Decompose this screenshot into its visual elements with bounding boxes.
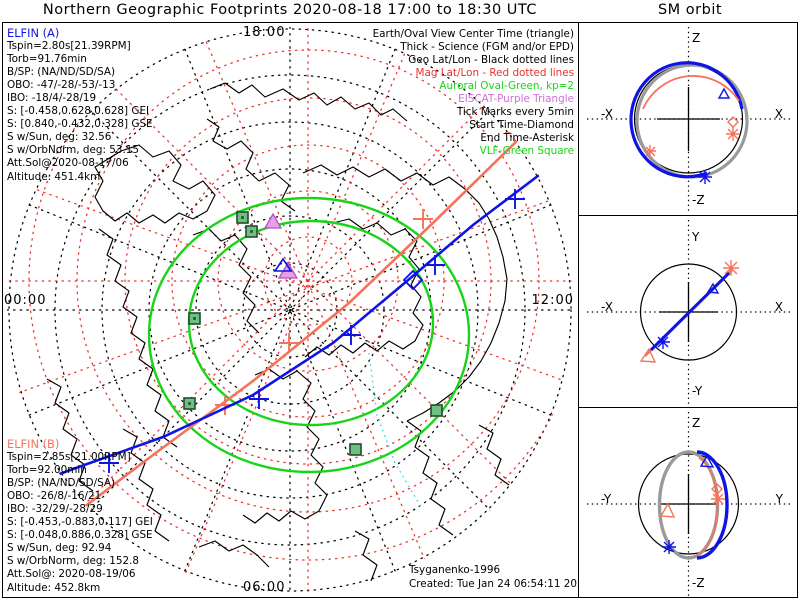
orbit-xz-label-top: Z	[692, 31, 701, 45]
orbit-panel-yz: Z -Z -Y Y	[579, 407, 797, 597]
orbit-xz-graphic	[587, 27, 790, 211]
orbit-xz-marker-blue	[698, 87, 731, 184]
clock-label-right: 12:00	[531, 293, 574, 308]
sm-orbit-panel: Z -Z -X X	[579, 22, 798, 598]
elfin-b-info-block: ELFIN (B) Tspin=2.85s[21.00RPM] Torb=92.…	[7, 437, 153, 595]
elfin-b-line-3: OBO: -26/8/-16/21	[7, 490, 102, 503]
elfin-b-line-10: Altitude: 452.8km	[7, 581, 101, 594]
elfin-a-info-block: ELFIN (A) Tspin=2.80s[21.39RPM] Torb=91.…	[7, 26, 153, 184]
elfin-a-line-5: S: [-0.458,0.628,0.628] GEI	[7, 105, 150, 118]
legend-item-3: Mag Lat/Lon - Red dotted lines	[415, 67, 574, 80]
elfin-b-label: ELFIN (B)	[7, 437, 60, 451]
elfin-a-line-4: IBO: -18/4/-28/19	[7, 92, 97, 105]
coastlines	[46, 82, 510, 582]
map-legend: Earth/Oval View Center Time (triangle) T…	[373, 28, 574, 158]
elfin-a-line-8: S w/OrbNorm, deg: 53.15	[7, 144, 140, 157]
elfin-a-line-0: Tspin=2.80s[21.39RPM]	[7, 40, 131, 53]
clock-label-bottom: 06:00	[243, 580, 286, 595]
orbit-yz-marker-blue	[662, 454, 715, 554]
elfin-a-label: ELFIN (A)	[7, 26, 60, 40]
orbit-xy-label-top: Y	[692, 230, 700, 244]
elfin-b-line-4: IBO: -32/29/-28/29	[7, 503, 103, 516]
elfin-a-line-2: B/SP: (NA/ND/SD/SA)	[7, 66, 116, 79]
polar-map-panel: 18:00 12:00 06:00 00:00 ELFIN (A) Tspin=…	[2, 22, 579, 598]
orbit-panel-xy: Y -Y -X X	[579, 215, 797, 407]
legend-item-5: EISCAT-Purple Triangle	[458, 93, 574, 106]
legend-item-8: End Time-Asterisk	[480, 132, 574, 145]
legend-item-2: Geo Lat/Lon - Black dotted lines	[408, 54, 574, 67]
orbit-xy-label-right: X	[774, 300, 783, 314]
orbit-xz-label-left: -X	[601, 107, 613, 121]
elfin-b-line-1: Torb=92.00min	[7, 464, 87, 477]
elfin-a-line-1: Torb=91.76min	[7, 53, 87, 66]
elfin-b-line-5: S: [-0.453,-0.883,0.117] GEI	[7, 516, 153, 529]
legend-item-4: Auroral Oval-Green, kp=2	[439, 80, 574, 93]
legend-item-6: Tick Marks every 5min	[456, 106, 574, 119]
orbit-xy-marker-red	[639, 260, 739, 363]
elfin-a-line-7: S w/Sun, deg: 32.56	[7, 131, 112, 144]
map-title: Northern Geographic Footprints 2020-08-1…	[42, 2, 538, 18]
legend-item-0: Earth/Oval View Center Time (triangle)	[372, 28, 574, 40]
elfin-b-line-8: S w/OrbNorm, deg: 152.8	[7, 555, 140, 568]
geo-meridians	[7, 27, 573, 593]
orbit-xz-label-right: X	[774, 107, 783, 121]
orbit-yz-marker-red	[659, 483, 725, 518]
elfin-a-line-10: Altitude: 451.4km	[7, 170, 101, 183]
elfin-a-line-9: Att.Sol@2020-08-17/06	[7, 157, 129, 170]
orbit-panel-xz: Z -Z -X X	[579, 23, 797, 215]
orbit-xy-label-left: -X	[601, 300, 613, 314]
orbit-yz-label-bottom: -Z	[692, 576, 705, 590]
mag-meridians	[7, 27, 573, 593]
elfin-b-line-9: Att.Sol@: 2020-08-19/06	[7, 568, 136, 581]
elfin-b-line-2: B/SP: (NA/ND/SD/SA)	[7, 477, 116, 490]
orbit-yz-label-left: -Y	[601, 492, 612, 506]
elfin-a-start-diamond	[402, 269, 424, 291]
elfin-a-line-6: S: [0.840,-0.432,0.328] GSE	[7, 118, 153, 131]
elfin-a-line-3: OBO: -47/-28/-53/-13	[7, 79, 116, 92]
orbit-xy-marker-blue	[657, 282, 720, 349]
view-center-triangle	[273, 257, 293, 272]
elfin-b-line-6: S: [-0.048,0.886,0.328] GSE	[7, 529, 153, 542]
elfin-b-line-7: S w/Sun, deg: 92.94	[7, 542, 112, 555]
orbit-panel-title: SM orbit	[657, 2, 723, 18]
model-credit: Tsyganenko-1996	[409, 563, 501, 576]
terminator-line	[368, 352, 422, 508]
orbit-yz-graphic	[587, 412, 790, 596]
orbit-xz-marker-red	[644, 116, 740, 157]
legend-item-7: Start Time-Diamond	[469, 119, 574, 132]
orbit-yz-label-top: Z	[692, 416, 701, 430]
creation-timestamp: Created: Tue Jan 24 06:54:11 2023	[409, 577, 579, 590]
legend-item-9: VLF-Green Square	[479, 145, 574, 158]
orbit-xy-label-bottom: -Y	[692, 384, 703, 398]
clock-label-top: 18:00	[243, 25, 286, 40]
polar-map-graphic	[7, 27, 573, 593]
clock-label-left: 00:00	[4, 293, 47, 308]
orbit-xy-graphic	[587, 220, 790, 404]
orbit-xz-label-bottom: -Z	[692, 193, 705, 207]
elfin-b-line-0: Tspin=2.85s[21.00RPM]	[7, 451, 131, 464]
orbit-yz-label-right: Y	[775, 492, 783, 506]
legend-item-1: Thick - Science (FGM and/or EPD)	[400, 41, 574, 54]
